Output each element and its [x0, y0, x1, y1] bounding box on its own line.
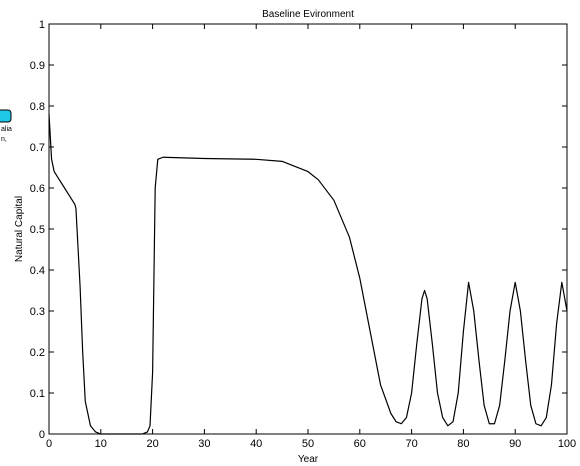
y-tick-label: 0.9: [30, 60, 45, 72]
legend-swatch: [0, 109, 12, 123]
y-tick-label: 1: [39, 19, 45, 31]
y-tick-label: 0.3: [30, 306, 45, 318]
chart-title: Baseline Evironment: [262, 9, 354, 20]
x-tick-label: 30: [198, 438, 210, 450]
x-tick-label: 20: [146, 438, 158, 450]
y-axis-title: Natural Capital: [14, 196, 25, 262]
x-tick-label: 90: [509, 438, 521, 450]
y-tick-label: 0.5: [30, 224, 45, 236]
x-tick-label: 60: [354, 438, 366, 450]
x-tick-label: 100: [558, 438, 576, 450]
x-tick-label: 50: [302, 438, 314, 450]
x-tick-label: 40: [250, 438, 262, 450]
plot-frame: [48, 23, 568, 435]
y-tick-label: 0.2: [30, 347, 45, 359]
legend-fragment-line1: alia: [1, 126, 12, 133]
x-tick-label: 80: [457, 438, 469, 450]
y-tick-label: 0.4: [30, 265, 45, 277]
x-tick-label: 0: [46, 438, 52, 450]
y-tick-label: 0: [39, 429, 45, 441]
series-line: [48, 114, 568, 435]
y-axis-ticks: 0 0.1 0.2 0.3 0.4 0.5 0.6 0.7 0.8 0.9 1: [30, 19, 567, 441]
x-tick-label: 70: [405, 438, 417, 450]
y-tick-label: 0.6: [30, 183, 45, 195]
y-tick-label: 0.7: [30, 142, 45, 154]
y-tick-label: 0.8: [30, 101, 45, 113]
y-tick-label: 0.1: [30, 388, 45, 400]
x-tick-label: 10: [95, 438, 107, 450]
x-axis-ticks: 0 10 20 30 40 50 60 70 80 90 100: [46, 24, 576, 450]
legend-fragment-line2: n,: [1, 136, 7, 143]
x-axis-title: Year: [298, 454, 319, 465]
